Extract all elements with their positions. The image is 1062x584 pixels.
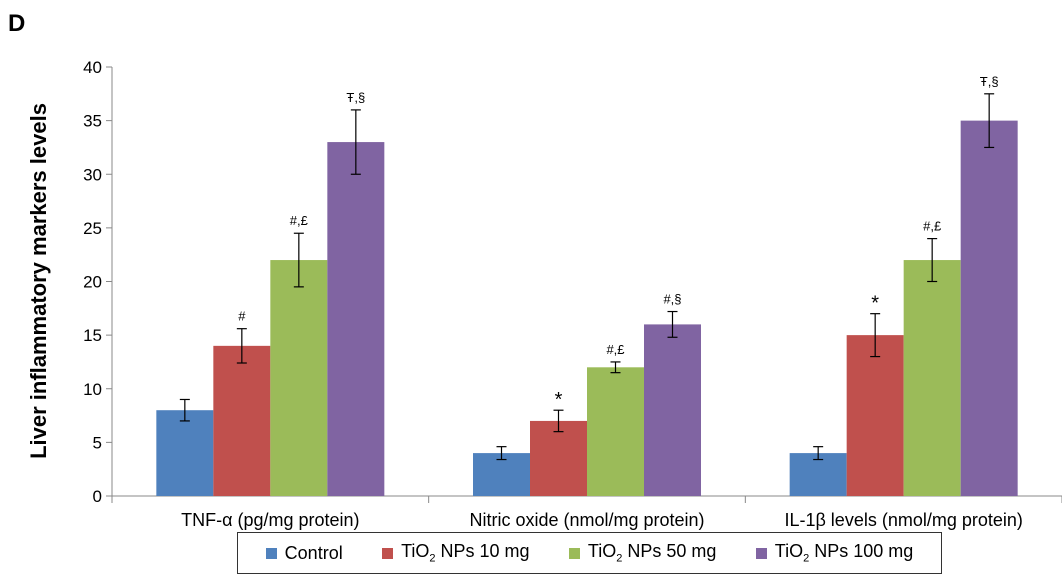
legend-swatch xyxy=(382,547,394,559)
panel-label: D xyxy=(8,10,26,37)
bar xyxy=(270,260,328,496)
bar xyxy=(903,260,961,496)
x-category-label: Nitric oxide (nmol/mg protein) xyxy=(469,510,704,530)
x-category-label: IL-1β levels (nmol/mg protein) xyxy=(784,510,1022,530)
legend-item: TiO2 NPs 100 mg xyxy=(755,541,914,565)
y-axis-label: Liver inflammatory markers levels xyxy=(26,103,51,459)
legend-item: Control xyxy=(265,542,343,564)
bar xyxy=(644,324,701,496)
legend-item: TiO2 NPs 10 mg xyxy=(382,541,530,565)
y-tick-label: 35 xyxy=(83,112,102,131)
legend-label: TiO2 NPs 50 mg xyxy=(587,541,717,565)
legend-swatch xyxy=(568,547,580,559)
bar xyxy=(960,120,1018,496)
y-tick-label: 40 xyxy=(83,58,102,77)
legend-swatch xyxy=(265,547,277,559)
significance-label: #,£ xyxy=(606,342,625,357)
bar xyxy=(530,420,587,496)
significance-label: #,§ xyxy=(663,292,681,307)
bar xyxy=(846,335,904,496)
y-tick-label: 10 xyxy=(83,380,102,399)
bar xyxy=(156,410,214,496)
significance-label: * xyxy=(555,389,563,411)
significance-label: Ŧ,§ xyxy=(980,74,999,89)
y-tick-label: 25 xyxy=(83,219,102,238)
legend-label: Control xyxy=(284,542,343,563)
significance-label: * xyxy=(871,293,879,315)
significance-label: #,£ xyxy=(923,219,942,234)
bar xyxy=(473,453,530,496)
significance-label: Ŧ,§ xyxy=(346,90,365,105)
bar xyxy=(587,367,644,496)
legend-swatch xyxy=(755,547,767,559)
bar xyxy=(789,453,847,496)
legend-item: TiO2 NPs 50 mg xyxy=(568,541,717,565)
legend-label: TiO2 NPs 10 mg xyxy=(401,541,530,565)
y-tick-label: 20 xyxy=(83,273,102,292)
y-tick-label: 5 xyxy=(93,433,102,452)
legend-label: TiO2 NPs 100 mg xyxy=(774,541,914,565)
bars: # * * #,£ #,£ #,£ Ŧ,§ #,§ Ŧ,§ xyxy=(156,74,1018,496)
significance-label: # xyxy=(238,309,246,324)
bar-chart: 0 5 10 15 20 25 30 35 40 TNF-α (pg/mg protein) Ni… xyxy=(26,58,1062,530)
x-category-label: TNF-α (pg/mg protein) xyxy=(181,510,359,530)
legend: Control TiO2 NPs 10 mg TiO2 NPs 50 mg TiO2 … xyxy=(237,532,942,574)
y-tick-label: 15 xyxy=(83,326,102,345)
y-axis: 0 5 10 15 20 25 30 35 40 xyxy=(83,58,113,506)
y-tick-label: 0 xyxy=(93,487,102,506)
bar xyxy=(213,345,271,496)
bar xyxy=(327,142,385,496)
y-tick-label: 30 xyxy=(83,165,102,184)
x-axis: TNF-α (pg/mg protein) Nitric oxide (nmol/… xyxy=(111,495,1062,530)
significance-label: #,£ xyxy=(290,213,309,228)
